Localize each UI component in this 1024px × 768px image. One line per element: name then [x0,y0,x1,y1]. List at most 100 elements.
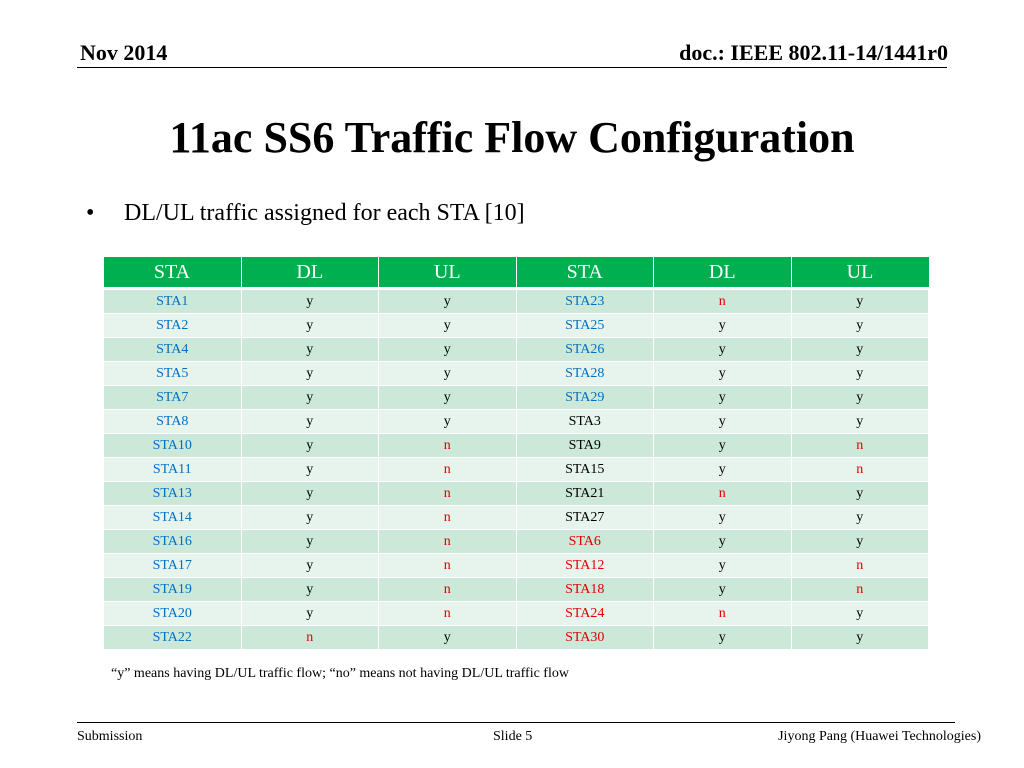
table-cell: STA9 [515,433,654,458]
column-header-ul-2: UL [791,257,929,290]
table-cell: y [378,625,517,650]
column-header-ul: UL [378,257,517,290]
table-cell: STA10 [103,433,242,458]
table-cell: STA11 [103,457,242,482]
table-cell: y [653,409,792,434]
column-header-sta: STA [103,257,242,290]
table-footnote: “y” means having DL/UL traffic flow; “no… [111,666,569,681]
table-cell: STA5 [103,361,242,386]
table-cell: STA15 [515,457,654,482]
table-cell: y [240,409,379,434]
table-cell: STA16 [103,529,242,554]
table-cell: n [378,433,517,458]
table-body: STA1 y y STA23 n y STA2 y y STA25 y y STA4 y y STA26 y y S… [103,288,929,650]
table-cell: y [240,601,379,626]
table-cell: STA22 [103,625,242,650]
table-cell: STA8 [103,409,242,434]
footer-author: Jiyong Pang (Huawei Technologies) [778,729,981,744]
table-cell: y [240,313,379,338]
table-cell: STA30 [515,625,654,650]
header-doc-id: doc.: IEEE 802.11-14/1441r0 [679,40,948,65]
table-cell: n [378,529,517,554]
table-cell: STA6 [515,529,654,554]
table-header-row: STA DL UL STA DL UL [103,257,929,290]
table-cell: y [653,529,792,554]
table-row: STA11 y n STA15 y n [103,457,929,482]
table-cell: y [790,505,929,530]
table-cell: y [653,313,792,338]
table-cell: y [240,529,379,554]
table-cell: y [790,313,929,338]
table-cell: y [653,505,792,530]
table-cell: y [790,481,929,506]
table-row: STA22 n y STA30 y y [103,625,929,650]
table-row: STA16 y n STA6 y y [103,529,929,554]
footer-divider [77,722,955,723]
table-cell: STA28 [515,361,654,386]
footer-slide-number: Slide 5 [493,729,533,744]
table-cell: n [378,553,517,578]
table-cell: STA20 [103,601,242,626]
table-cell: y [653,577,792,602]
table-cell: y [790,409,929,434]
table-cell: y [240,288,379,314]
table-row: STA1 y y STA23 n y [103,288,929,314]
table-cell: STA7 [103,385,242,410]
column-header-dl-2: DL [653,257,792,290]
table-row: STA8 y y STA3 y y [103,409,929,434]
table-cell: STA18 [515,577,654,602]
footer-submission: Submission [77,729,143,744]
table-row: STA2 y y STA25 y y [103,313,929,338]
table-cell: y [790,337,929,362]
column-header-sta-2: STA [516,257,654,290]
table-cell: STA29 [515,385,654,410]
header-date: Nov 2014 [80,40,168,65]
table-cell: y [378,385,517,410]
table-cell: STA1 [103,288,242,314]
table-cell: y [240,505,379,530]
table-cell: n [378,601,517,626]
table-cell: y [790,601,929,626]
table-cell: y [240,433,379,458]
table-cell: n [790,433,929,458]
table-cell: n [240,625,379,650]
table-cell: n [378,457,517,482]
table-cell: y [240,385,379,410]
bullet-item: • DL/UL traffic assigned for each STA [1… [86,195,525,231]
table-cell: STA26 [515,337,654,362]
table-cell: n [790,553,929,578]
table-row: STA14 y n STA27 y y [103,505,929,530]
table-cell: n [653,481,792,506]
table-cell: n [378,577,517,602]
table-row: STA20 y n STA24 n y [103,601,929,626]
table-cell: STA3 [515,409,654,434]
table-cell: n [790,457,929,482]
traffic-config-table: STA DL UL STA DL UL STA1 y y STA23 n y STA2 y y S… [103,257,929,650]
table-cell: STA27 [515,505,654,530]
table-cell: STA4 [103,337,242,362]
table-cell: y [790,361,929,386]
table-cell: y [653,337,792,362]
table-cell: y [240,361,379,386]
table-cell: STA17 [103,553,242,578]
table-cell: y [378,361,517,386]
table-cell: STA23 [515,288,654,314]
table-cell: n [653,601,792,626]
table-row: STA17 y n STA12 y n [103,553,929,578]
table-cell: STA14 [103,505,242,530]
table-cell: y [378,288,517,314]
table-cell: y [378,409,517,434]
table-cell: STA25 [515,313,654,338]
table-cell: y [790,385,929,410]
table-cell: STA2 [103,313,242,338]
table-cell: n [790,577,929,602]
table-cell: y [790,529,929,554]
column-header-dl: DL [241,257,379,290]
table-row: STA4 y y STA26 y y [103,337,929,362]
table-cell: y [378,337,517,362]
table-cell: y [790,625,929,650]
table-cell: y [240,577,379,602]
table-cell: y [653,385,792,410]
table-row: STA19 y n STA18 y n [103,577,929,602]
table-cell: y [790,288,929,314]
